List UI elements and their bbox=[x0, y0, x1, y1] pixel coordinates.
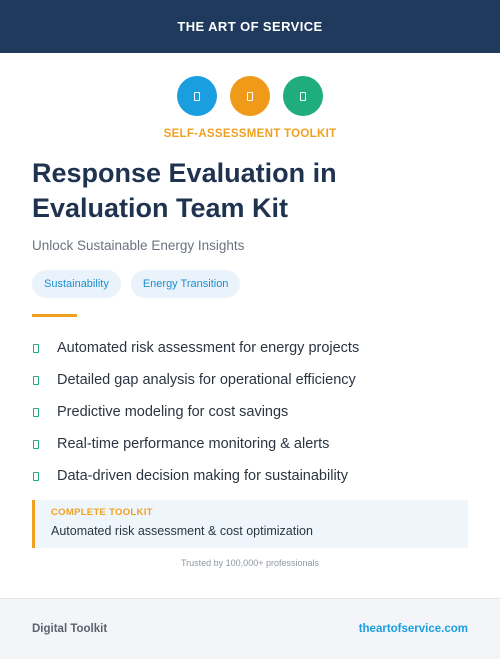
tag-sustainability: Sustainability bbox=[32, 270, 121, 298]
check-icon bbox=[33, 439, 39, 449]
footer: Digital Toolkit theartofservice.com bbox=[0, 598, 500, 659]
feature-text: Detailed gap analysis for operational ef… bbox=[57, 372, 356, 388]
document-icon bbox=[283, 76, 323, 116]
icon-row bbox=[0, 76, 500, 116]
list-item: Detailed gap analysis for operational ef… bbox=[32, 364, 359, 396]
feature-text: Real-time performance monitoring & alert… bbox=[57, 436, 330, 452]
list-item: Real-time performance monitoring & alert… bbox=[32, 428, 359, 460]
page-title: Response Evaluation in Evaluation Team K… bbox=[32, 156, 472, 226]
toolkit-kicker: SELF-ASSESSMENT TOOLKIT bbox=[163, 128, 337, 140]
list-item: Automated risk assessment for energy pro… bbox=[32, 332, 359, 364]
header-bar: THE ART OF SERVICE bbox=[0, 0, 500, 53]
feature-list: Automated risk assessment for energy pro… bbox=[32, 332, 359, 492]
feature-text: Data-driven decision making for sustaina… bbox=[57, 468, 348, 484]
website-link[interactable]: theartofservice.com bbox=[358, 623, 468, 635]
footer-label: Digital Toolkit bbox=[32, 623, 108, 635]
brand-name: THE ART OF SERVICE bbox=[177, 19, 323, 34]
list-item: Predictive modeling for cost savings bbox=[32, 396, 359, 428]
feature-text: Automated risk assessment for energy pro… bbox=[57, 340, 360, 356]
complete-toolkit-callout: COMPLETE TOOLKIT Automated risk assessme… bbox=[32, 500, 468, 548]
title-line-2: Evaluation Team Kit bbox=[32, 193, 289, 223]
title-line-1: Response Evaluation in bbox=[32, 158, 337, 188]
callout-text: Automated risk assessment & cost optimiz… bbox=[51, 524, 313, 538]
tag-list: Sustainability Energy Transition bbox=[32, 270, 241, 298]
document-icon bbox=[230, 76, 270, 116]
check-icon bbox=[33, 471, 39, 481]
check-icon bbox=[33, 343, 39, 353]
document-icon bbox=[177, 76, 217, 116]
list-item: Data-driven decision making for sustaina… bbox=[32, 460, 359, 492]
callout-label: COMPLETE TOOLKIT bbox=[51, 507, 153, 518]
check-icon bbox=[33, 375, 39, 385]
check-icon bbox=[33, 407, 39, 417]
trust-note: Trusted by 100,000+ professionals bbox=[180, 558, 319, 568]
accent-divider bbox=[32, 314, 77, 317]
tag-energy-transition: Energy Transition bbox=[130, 270, 241, 298]
feature-text: Predictive modeling for cost savings bbox=[57, 404, 289, 420]
subtitle: Unlock Sustainable Energy Insights bbox=[32, 238, 245, 253]
